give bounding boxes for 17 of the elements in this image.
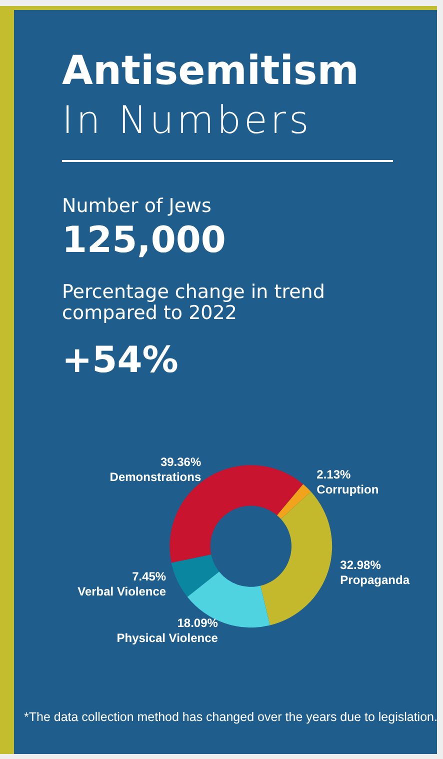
chart-subtitle: In Numbers — [62, 98, 312, 142]
text: Percentage change in trend compared to 2022 — [62, 281, 326, 324]
slice-label: Propaganda — [340, 572, 410, 587]
data-label: 18.09% — [177, 616, 218, 630]
slice-label: Physical Violence — [116, 631, 218, 646]
slice-label: Demonstrations — [110, 470, 202, 484]
slice-label: Corruption — [316, 482, 379, 496]
chart-title: Antisemitism — [62, 48, 359, 94]
data-label: 32.98% — [340, 558, 382, 572]
text: *The data collection method has changed over the years due to legislation. — [24, 710, 438, 724]
text: 125,000 — [62, 220, 226, 261]
data-label: 7.45% — [132, 570, 166, 584]
text: +54% — [62, 340, 178, 381]
slice-label: Verbal Violence — [78, 584, 166, 599]
text: Number of Jews — [62, 195, 212, 217]
data-label: 2.13% — [316, 467, 352, 482]
data-label: 39.36% — [160, 455, 202, 470]
